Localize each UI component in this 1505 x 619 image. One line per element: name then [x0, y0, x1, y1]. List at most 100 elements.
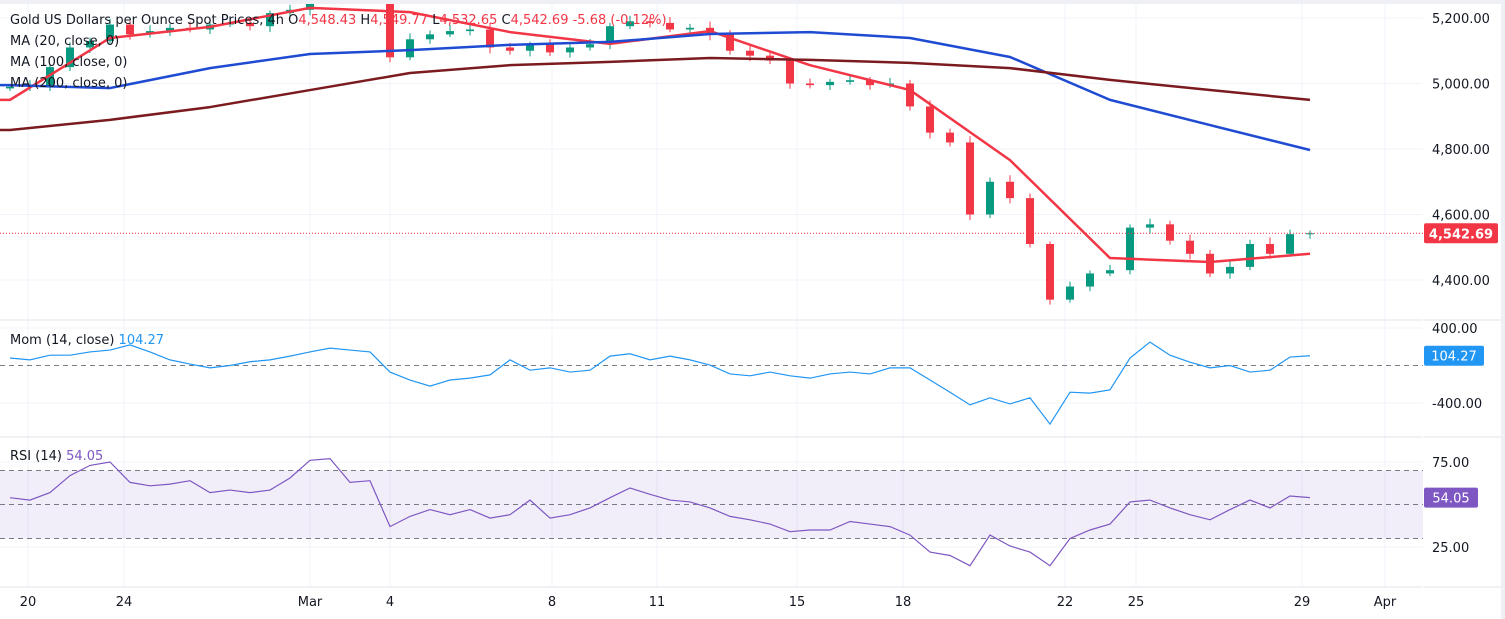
candle-body	[446, 31, 454, 35]
candle	[1066, 281, 1074, 303]
candle	[1086, 270, 1094, 292]
right-border	[1501, 0, 1505, 619]
y-tick-label: 5,000.00	[1432, 78, 1490, 93]
candle-body	[1246, 243, 1254, 267]
candle-body	[386, 4, 394, 58]
candle-body	[786, 60, 794, 84]
candle-body	[486, 29, 494, 48]
candle	[1046, 241, 1054, 305]
momentum-label[interactable]: Mom (14, close)	[10, 333, 115, 348]
momentum-value: 104.27	[118, 333, 165, 348]
rsi-label[interactable]: RSI (14)	[10, 449, 62, 464]
low-label: L	[432, 13, 440, 28]
candle-body	[246, 22, 254, 27]
candle	[266, 10, 274, 33]
candle	[1186, 234, 1194, 260]
candle	[1246, 239, 1254, 271]
candle-body	[526, 44, 534, 51]
candle	[1266, 237, 1274, 259]
momentum-legend: Mom (14, close) 104.27	[10, 330, 164, 351]
candle-body	[646, 21, 654, 23]
candle-body	[826, 81, 834, 86]
candle	[1146, 218, 1154, 234]
open-value: 4,548.43	[298, 13, 357, 28]
candle-body	[266, 13, 274, 27]
candle-body	[926, 106, 934, 133]
candle	[786, 57, 794, 89]
x-tick-label: Apr	[1374, 595, 1397, 610]
close-value: 4,542.69	[510, 13, 569, 28]
high-label: H	[360, 13, 371, 28]
candle	[1106, 264, 1114, 277]
candle	[1126, 224, 1134, 275]
y-tick-label: 4,400.00	[1432, 274, 1490, 289]
candle-body	[1306, 233, 1314, 235]
candle	[986, 177, 994, 219]
candle-body	[1046, 243, 1054, 300]
x-tick-label: 4	[386, 595, 394, 610]
candle	[1166, 220, 1174, 245]
indicators	[0, 341, 1423, 567]
x-tick-label: 8	[548, 595, 556, 610]
candle-body	[1066, 286, 1074, 300]
change-value: -5.68 (-0.12%)	[572, 13, 667, 28]
candle	[1286, 229, 1294, 257]
y-tick-label: -400.00	[1432, 397, 1482, 412]
candle	[546, 39, 554, 56]
candle-body	[1106, 270, 1114, 274]
candle-body	[506, 47, 514, 51]
ma200-legend[interactable]: MA (200, close, 0)	[10, 76, 128, 91]
ma100-legend[interactable]: MA (100, close, 0)	[10, 55, 128, 70]
candle-body	[866, 80, 874, 86]
axes[interactable]: 20 24 Mar 4 8 11 15 18 22 25 29 Apr 5,200.00 5,000.00…	[20, 12, 1498, 610]
price-badge	[1424, 223, 1498, 244]
ma20-line	[0, 6, 1311, 264]
close-label: C	[501, 13, 511, 28]
y-tick-label: 400.00	[1432, 322, 1478, 337]
candle-body	[1086, 273, 1094, 287]
candle	[1006, 175, 1014, 204]
momentum-badge	[1424, 345, 1484, 366]
rsi-badge	[1424, 487, 1478, 508]
candle-body	[666, 22, 674, 30]
candle-body	[406, 39, 414, 58]
candle	[1206, 249, 1214, 278]
candle-body	[966, 142, 974, 215]
y-tick-label: 4,600.00	[1432, 209, 1490, 224]
candle-body	[1146, 224, 1154, 228]
candle-body	[426, 34, 434, 40]
candle	[1226, 260, 1234, 279]
candle-body	[586, 44, 594, 48]
candle-body	[746, 50, 754, 56]
x-tick-label: 22	[1057, 595, 1074, 610]
candle-body	[106, 24, 114, 41]
rsi-value: 54.05	[66, 449, 104, 464]
candle-body	[1226, 266, 1234, 274]
y-tick-label: 5,200.00	[1432, 12, 1490, 27]
candle	[846, 74, 854, 85]
candle-body	[1166, 224, 1174, 241]
open-label: O	[288, 13, 299, 28]
moving-averages	[0, 6, 1423, 264]
ohlc-row: Gold US Dollars per Ounce Spot Prices, 4…	[10, 10, 667, 31]
candle	[66, 42, 74, 72]
momentum-badge-label: 104.27	[1431, 350, 1477, 365]
candle	[106, 18, 114, 45]
candle-body	[1266, 243, 1274, 254]
price-badge-label: 4,542.69	[1429, 227, 1493, 242]
top-border	[0, 0, 1505, 4]
x-tick-label: 18	[895, 595, 912, 610]
candle-body	[1126, 227, 1134, 271]
candle	[1306, 230, 1314, 239]
ma200-line	[0, 56, 1311, 132]
symbol-title[interactable]: Gold US Dollars per Ounce Spot Prices, 4…	[10, 13, 284, 28]
x-tick-label: 24	[116, 595, 133, 610]
candle-body	[986, 181, 994, 215]
candle	[446, 24, 454, 37]
ma20-legend[interactable]: MA (20, close, 0)	[10, 34, 120, 49]
candle-body	[626, 21, 634, 27]
candle	[826, 78, 834, 91]
candle-body	[1206, 253, 1214, 274]
candle	[626, 15, 634, 30]
